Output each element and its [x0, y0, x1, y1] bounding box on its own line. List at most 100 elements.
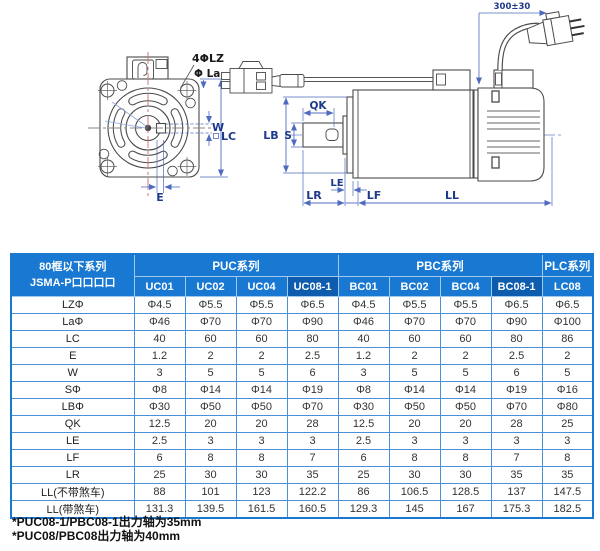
- value-cell: Φ30: [337, 398, 390, 416]
- value-cell: Φ14: [235, 381, 288, 399]
- value-cell: 5: [388, 364, 441, 382]
- power-cable: [497, 22, 540, 71]
- dim-label-lb: LB: [263, 129, 278, 142]
- value-cell: Φ5.5: [184, 296, 237, 314]
- series-title-line1: 80框以下系列: [39, 260, 107, 273]
- value-cell: Φ14: [184, 381, 237, 399]
- value-cell: 131.3: [133, 500, 186, 519]
- value-cell: Φ70: [439, 313, 492, 331]
- value-cell: 3: [439, 432, 492, 450]
- value-cell: 30: [439, 466, 492, 484]
- value-cell: Φ5.5: [235, 296, 288, 314]
- dim-label-qk: QK: [309, 100, 327, 112]
- table-row: LF 6 8 8 7 6 8 8 7 8: [10, 449, 594, 467]
- dim-label-w: W: [212, 121, 224, 134]
- value-cell: 167: [439, 500, 492, 519]
- value-cell: Φ70: [184, 313, 237, 331]
- value-cell: 147.5: [541, 483, 594, 501]
- value-cell: 60: [184, 330, 237, 348]
- value-cell: 8: [439, 449, 492, 467]
- value-cell: Φ4.5: [133, 296, 186, 314]
- value-cell: 80: [286, 330, 339, 348]
- value-cell: 8: [235, 449, 288, 467]
- pilot-boss: [346, 96, 354, 174]
- value-cell: 30: [388, 466, 441, 484]
- value-cell: Φ50: [235, 398, 288, 416]
- value-cell: Φ6.5: [490, 296, 543, 314]
- value-cell: Φ8: [133, 381, 186, 399]
- footnote-1: *PUC08-1/PBC08-1出力轴为35mm: [12, 515, 202, 529]
- value-cell: 25: [541, 415, 594, 433]
- shaft-collar: [342, 115, 348, 155]
- value-cell: 7: [490, 449, 543, 467]
- value-cell: 86: [541, 330, 594, 348]
- value-cell: Φ19: [286, 381, 339, 399]
- header-row-groups: 80框以下系列 JSMA-P口口口口 PUC系列 PBC系列 PLC系列: [10, 253, 594, 297]
- value-cell: 86: [337, 483, 390, 501]
- value-cell: 60: [439, 330, 492, 348]
- value-cell: Φ80: [541, 398, 594, 416]
- value-cell: 2: [184, 347, 237, 365]
- row-label: LR: [10, 466, 135, 484]
- row-label: LZΦ: [10, 296, 135, 314]
- shaft-keyway: [325, 128, 339, 141]
- value-cell: 60: [235, 330, 288, 348]
- value-cell: 40: [133, 330, 186, 348]
- value-cell: 12.5: [133, 415, 186, 433]
- dim-label-ll: LL: [445, 189, 459, 202]
- value-cell: 28: [286, 415, 339, 433]
- model-header: BC08-1: [490, 276, 543, 297]
- spec-table: 80框以下系列 JSMA-P口口口口 PUC系列 PBC系列 PLC系列 UC01 UC02…: [10, 253, 595, 519]
- power-connector: [526, 11, 585, 47]
- table-row: LL(不带煞车) 88 101 123 122.2 86 106.5 128.5 137 147.…: [10, 483, 594, 501]
- value-cell: 106.5: [388, 483, 441, 501]
- motor-body: [352, 89, 479, 179]
- value-cell: Φ6.5: [541, 296, 594, 314]
- value-cell: 6: [490, 364, 543, 382]
- value-cell: 28: [490, 415, 543, 433]
- dim-label-s: S: [284, 130, 292, 142]
- row-label: LL(带煞车): [10, 500, 135, 519]
- group-header: PLC系列: [541, 253, 594, 277]
- footnote-2: *PUC08/PBC08出力轴为40mm: [12, 529, 181, 543]
- value-cell: 30: [184, 466, 237, 484]
- row-label: E: [10, 347, 135, 365]
- row-label: W: [10, 364, 135, 382]
- value-cell: Φ4.5: [337, 296, 390, 314]
- table-row: SΦ Φ8 Φ14 Φ14 Φ19 Φ8 Φ14 Φ14 Φ19 Φ16: [10, 381, 594, 399]
- value-cell: 35: [286, 466, 339, 484]
- row-label: QK: [10, 415, 135, 433]
- value-cell: Φ46: [337, 313, 390, 331]
- value-cell: 129.3: [337, 500, 390, 519]
- value-cell: 25: [337, 466, 390, 484]
- value-cell: Φ50: [439, 398, 492, 416]
- value-cell: 1.2: [337, 347, 390, 365]
- value-cell: Φ70: [286, 398, 339, 416]
- row-label: LaΦ: [10, 313, 135, 331]
- value-cell: 101: [184, 483, 237, 501]
- value-cell: 145: [388, 500, 441, 519]
- value-cell: Φ5.5: [439, 296, 492, 314]
- value-cell: 25: [133, 466, 186, 484]
- value-cell: 3: [286, 432, 339, 450]
- table-row: LaΦ Φ46 Φ70 Φ70 Φ90 Φ46 Φ70 Φ70 Φ90 Φ100: [10, 313, 594, 331]
- value-cell: Φ8: [337, 381, 390, 399]
- value-cell: Φ5.5: [388, 296, 441, 314]
- value-cell: 6: [133, 449, 186, 467]
- row-label: SΦ: [10, 381, 135, 399]
- value-cell: 60: [388, 330, 441, 348]
- value-cell: Φ16: [541, 381, 594, 399]
- value-cell: 137: [490, 483, 543, 501]
- value-cell: Φ90: [286, 313, 339, 331]
- value-cell: Φ70: [235, 313, 288, 331]
- value-cell: 3: [388, 432, 441, 450]
- value-cell: Φ50: [184, 398, 237, 416]
- value-cell: 2: [439, 347, 492, 365]
- value-cell: Φ50: [388, 398, 441, 416]
- value-cell: 40: [337, 330, 390, 348]
- value-cell: Φ14: [439, 381, 492, 399]
- header-row-models: UC01 UC02 UC04 UC08-1 BC01 BC02 BC04 BC08-1 LC08: [11, 276, 594, 297]
- dim-label-lf: LF: [367, 189, 382, 202]
- value-cell: 175.3: [490, 500, 543, 519]
